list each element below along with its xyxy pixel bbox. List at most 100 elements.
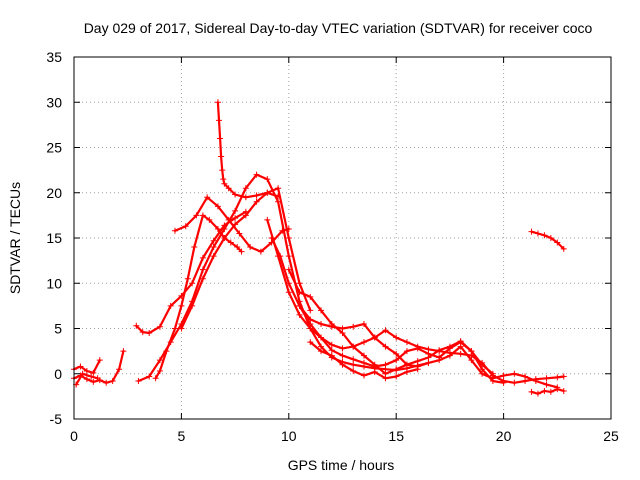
data-point <box>210 253 217 260</box>
series-line <box>287 268 559 389</box>
series-arc-13 <box>296 302 496 377</box>
data-point <box>275 185 282 192</box>
data-point <box>534 390 541 397</box>
data-point <box>296 280 303 287</box>
data-point <box>393 350 400 357</box>
series-arc-15 <box>528 228 567 252</box>
data-point <box>206 216 213 223</box>
data-point <box>178 325 185 332</box>
series-line <box>154 214 243 380</box>
data-point <box>253 192 260 199</box>
data-point <box>116 366 123 373</box>
x-axis-label: GPS time / hours <box>288 457 395 473</box>
data-point <box>532 377 539 384</box>
x-tick-label: 10 <box>281 428 297 444</box>
data-point <box>199 275 206 282</box>
y-tick-label: 10 <box>46 275 62 291</box>
data-point <box>264 176 271 183</box>
data-point <box>296 302 303 309</box>
data-point <box>414 358 421 365</box>
data-point <box>543 381 550 388</box>
data-point <box>403 368 410 375</box>
data-point <box>133 322 140 329</box>
data-point <box>307 316 314 323</box>
data-point <box>318 307 325 314</box>
data-point <box>511 379 518 386</box>
series-arc-10 <box>264 216 567 386</box>
data-point <box>214 99 221 106</box>
data-point <box>350 361 357 368</box>
data-point <box>88 373 95 380</box>
data-point <box>253 198 260 205</box>
data-point <box>554 374 561 381</box>
data-point <box>350 368 357 375</box>
data-point <box>425 359 432 366</box>
data-point <box>446 343 453 350</box>
data-point <box>285 266 292 273</box>
data-point <box>232 215 239 222</box>
data-point <box>560 373 567 380</box>
data-point <box>253 171 260 178</box>
data-point <box>247 244 254 251</box>
data-point <box>220 176 227 183</box>
y-tick-label: -5 <box>50 411 63 427</box>
data-point <box>232 221 239 228</box>
series-arc-12 <box>285 266 561 391</box>
data-point <box>83 376 90 383</box>
data-point <box>382 343 389 350</box>
data-point <box>371 361 378 368</box>
series-arc-9 <box>214 99 282 201</box>
data-point <box>191 244 198 251</box>
chart-title: Day 029 of 2017, Sidereal Day-to-day VTE… <box>84 20 593 36</box>
data-point <box>225 185 232 192</box>
data-point <box>541 387 548 394</box>
data-point <box>560 245 567 252</box>
data-point <box>511 370 518 377</box>
data-point <box>382 361 389 368</box>
data-point <box>547 388 554 395</box>
y-tick-label: 30 <box>46 94 62 110</box>
data-point <box>214 203 221 210</box>
data-point <box>171 227 178 234</box>
data-point <box>328 352 335 359</box>
data-point <box>139 329 146 336</box>
data-point <box>543 375 550 382</box>
data-point <box>339 345 346 352</box>
data-point <box>360 339 367 346</box>
y-tick-label: 20 <box>46 185 62 201</box>
data-point <box>393 373 400 380</box>
data-point <box>156 323 163 330</box>
data-point <box>547 235 554 241</box>
series-arc-2 <box>71 357 103 376</box>
data-point <box>328 323 335 330</box>
data-point <box>77 363 84 370</box>
y-tick-label: 15 <box>46 230 62 246</box>
data-point <box>215 117 222 124</box>
x-tick-label: 25 <box>603 428 619 444</box>
data-point <box>339 361 346 368</box>
data-point <box>360 352 367 359</box>
y-tick-label: 35 <box>46 49 62 65</box>
data-point <box>350 356 357 363</box>
data-point <box>285 253 292 260</box>
data-point <box>242 185 249 192</box>
data-point <box>189 280 196 287</box>
data-point <box>436 347 443 354</box>
x-tick-label: 5 <box>178 428 186 444</box>
data-point <box>184 275 191 282</box>
tick-labels: 0 5 10 15 20 25 -5 0 5 10 15 20 25 30 35 <box>46 49 619 444</box>
data-point <box>152 375 159 382</box>
data-point <box>210 244 217 251</box>
data-point <box>414 345 421 352</box>
data-point <box>94 375 101 382</box>
data-series <box>71 99 567 397</box>
data-point <box>371 334 378 341</box>
data-point <box>146 330 153 337</box>
data-point <box>156 368 163 375</box>
data-point <box>242 194 249 201</box>
y-tick-label: 25 <box>46 140 62 156</box>
data-point <box>199 266 206 273</box>
data-point <box>238 248 245 255</box>
data-point <box>242 212 249 219</box>
